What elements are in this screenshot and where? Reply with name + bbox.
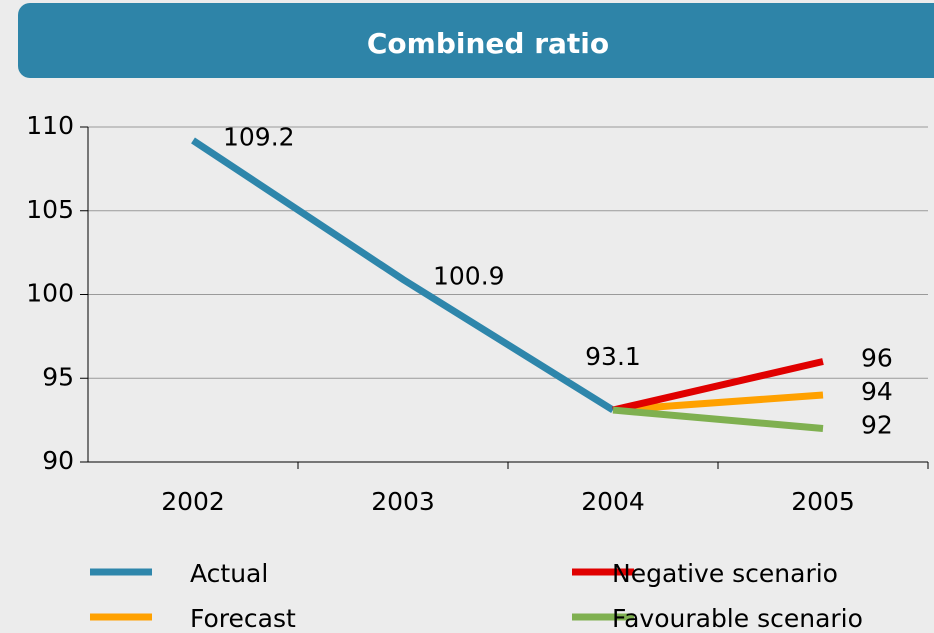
data-label: 96 <box>861 344 893 373</box>
data-label: 109.2 <box>223 122 295 151</box>
legend-label: Favourable scenario <box>612 604 863 633</box>
series-line <box>612 391 824 414</box>
data-label: 92 <box>861 411 893 440</box>
legend-label: Forecast <box>190 604 296 633</box>
legend-label: Negative scenario <box>612 559 838 588</box>
series-line <box>612 406 824 432</box>
data-label: 93.1 <box>585 342 641 371</box>
x-tick-label: 2002 <box>161 487 225 516</box>
y-tick-label: 105 <box>26 195 74 224</box>
title-banner <box>18 3 934 78</box>
data-label: 100.9 <box>433 261 505 290</box>
legend-label: Actual <box>190 559 268 588</box>
data-label: 94 <box>861 377 893 406</box>
y-tick-label: 110 <box>26 111 74 140</box>
y-tick-label: 95 <box>42 362 74 391</box>
x-tick-label: 2004 <box>581 487 645 516</box>
series-line <box>612 358 824 414</box>
y-tick-label: 90 <box>42 446 74 475</box>
chart-title: Combined ratio <box>367 27 609 60</box>
x-tick-label: 2003 <box>371 487 435 516</box>
x-tick-label: 2005 <box>791 487 855 516</box>
y-tick-label: 100 <box>26 279 74 308</box>
series-line <box>191 137 615 414</box>
